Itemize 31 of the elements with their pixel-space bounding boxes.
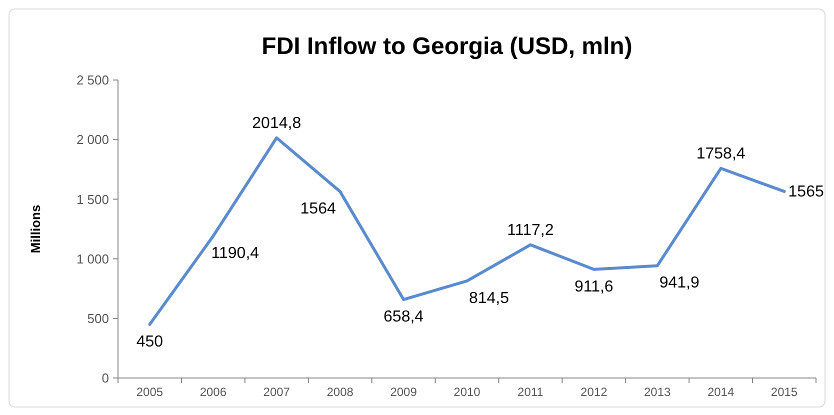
y-tick-label: 2 000 [76, 132, 109, 148]
chart-title: FDI Inflow to Georgia (USD, mln) [262, 33, 632, 60]
y-tick-label: 0 [102, 370, 109, 386]
y-tick-label: 2 500 [76, 72, 109, 88]
x-tick-label: 2012 [580, 385, 608, 399]
y-axis-title: Millions [28, 204, 43, 254]
x-tick-label: 2009 [390, 385, 418, 399]
data-label: 450 [136, 333, 164, 350]
line-series [148, 136, 786, 326]
x-tick-label: 2015 [770, 385, 798, 399]
y-tick-label: 500 [87, 310, 109, 326]
x-tick-label: 2011 [518, 385, 544, 399]
y-tick-label: 1 000 [76, 251, 109, 266]
data-label: 1190,4 [211, 245, 260, 262]
x-tick-label: 2010 [454, 385, 481, 399]
data-label: 1758,4 [696, 145, 746, 162]
x-tick-label: 2008 [326, 385, 354, 399]
data-label: 658,4 [384, 308, 424, 326]
data-label: 814,5 [468, 290, 510, 307]
x-tick-label: 2013 [644, 385, 672, 399]
x-tick-label: 2014 [707, 385, 734, 399]
data-label: 1117,2 [507, 222, 554, 239]
data-label: 1565 [788, 183, 824, 200]
y-tick-label: 1 500 [76, 192, 109, 207]
x-tick-label: 2007 [263, 385, 290, 399]
data-label: 941,9 [659, 274, 700, 292]
x-tick-label: 2006 [200, 385, 227, 399]
data-label: 1564 [300, 200, 336, 218]
data-label: 911,6 [574, 278, 614, 296]
x-tick-label: 2005 [136, 385, 164, 399]
data-label: 2014,8 [252, 114, 302, 132]
